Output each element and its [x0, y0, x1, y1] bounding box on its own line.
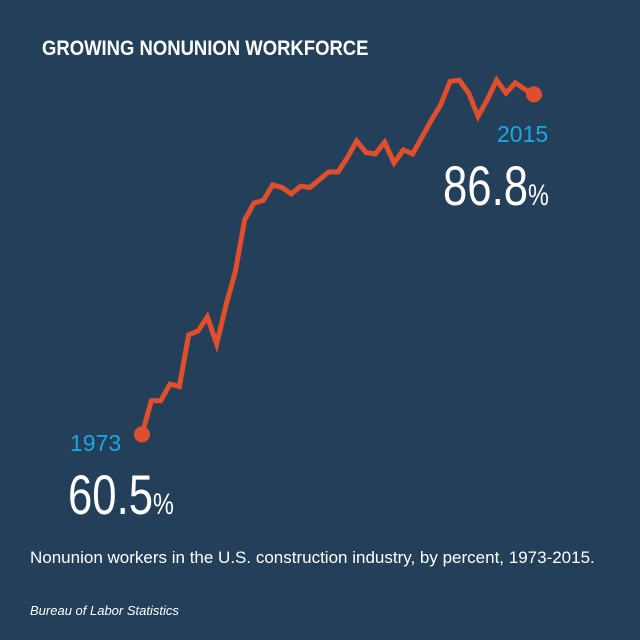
start-value-label: 60.5% [68, 462, 174, 527]
start-point-marker [134, 426, 150, 443]
start-unit: % [153, 488, 174, 521]
start-year-label: 1973 [70, 430, 122, 456]
series-line [139, 75, 536, 436]
chart-caption: Nonunion workers in the U.S. constructio… [30, 548, 595, 567]
end-unit: % [528, 179, 549, 212]
chart-title: GROWING NONUNION WORKFORCE [42, 37, 369, 60]
end-year-label: 2015 [497, 121, 549, 147]
source-note: Bureau of Labor Statistics [30, 603, 179, 618]
end-point-marker [526, 86, 542, 103]
end-value-label: 86.8% [443, 153, 549, 218]
end-value: 86.8 [443, 154, 529, 217]
start-value: 60.5 [68, 463, 154, 526]
